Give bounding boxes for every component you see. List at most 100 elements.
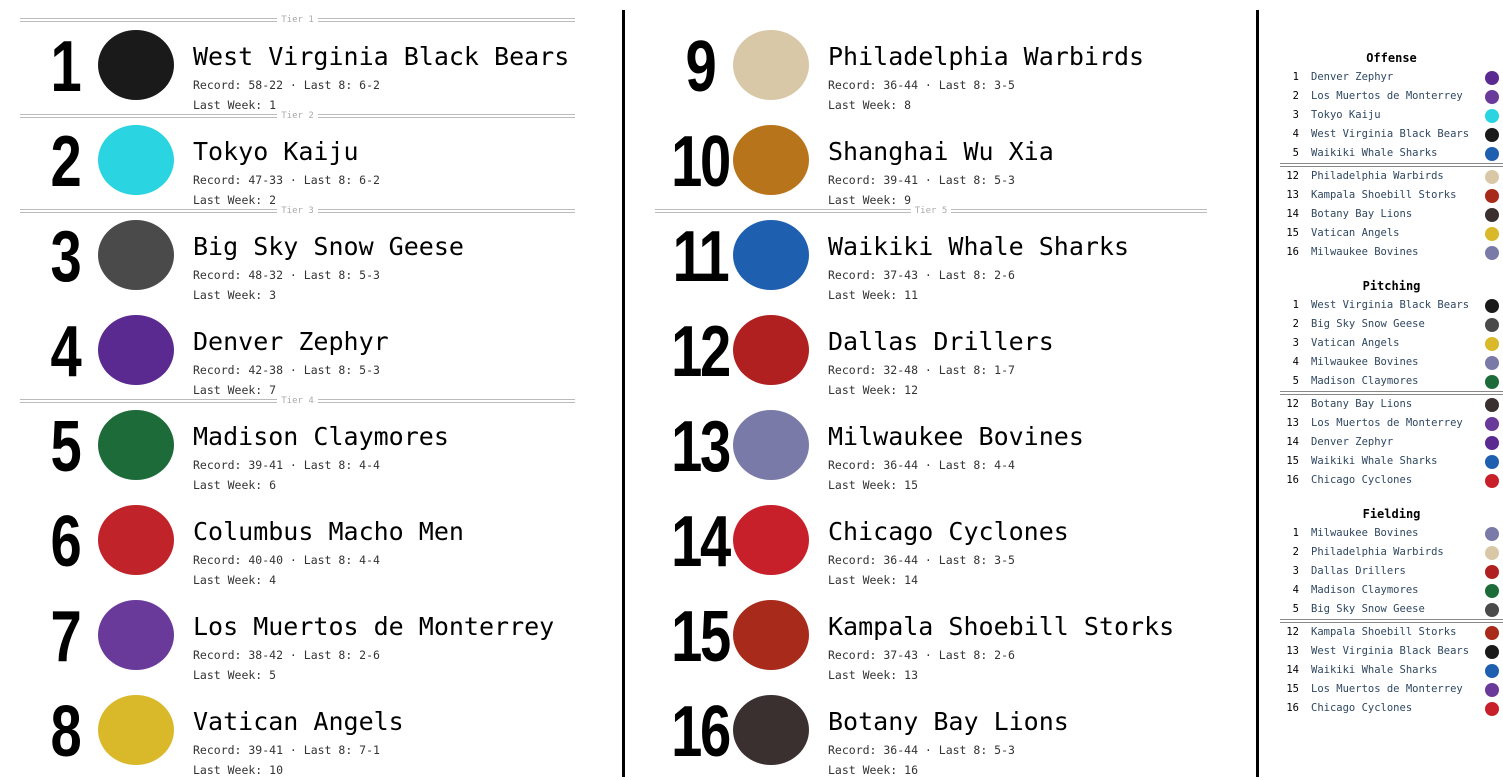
stat-section-offense: Offense 1 Denver Zephyr 2 Los Muertos de Mon… [1280, 48, 1503, 262]
stat-row: 13 Los Muertos de Monterrey [1280, 414, 1503, 433]
stat-team: Kampala Shoebill Storks [1311, 189, 1457, 201]
stat-team: Madison Claymores [1311, 584, 1419, 596]
stat-row: 5 Big Sky Snow Geese [1280, 600, 1503, 619]
team-name: Waikiki Whale Sharks [828, 232, 1130, 261]
stat-team: Milwaukee Bovines [1311, 356, 1419, 368]
team-logo [98, 410, 174, 480]
rank-number: 12 [671, 312, 731, 392]
stat-team: Los Muertos de Monterrey [1311, 90, 1463, 102]
last-week-rank: Last Week: 14 [828, 573, 919, 587]
team-record: Record: 47-33 · Last 8: 6-2 [193, 173, 380, 187]
ranking-row: 11 Waikiki Whale Sharks Record: 37-43 · La… [655, 210, 1207, 305]
stat-rank: 2 [1292, 90, 1299, 102]
stat-rank: 4 [1292, 356, 1299, 368]
team-name: Big Sky Snow Geese [193, 232, 464, 261]
rank-number: 10 [671, 122, 731, 202]
stat-rank: 1 [1292, 299, 1299, 311]
separator-line [951, 209, 1208, 213]
stat-team: Chicago Cyclones [1311, 702, 1413, 714]
stat-row: 2 Big Sky Snow Geese [1280, 315, 1503, 334]
team-record: Record: 42-38 · Last 8: 5-3 [193, 363, 380, 377]
stat-row: 14 Botany Bay Lions [1280, 205, 1503, 224]
stat-team: Milwaukee Bovines [1311, 246, 1419, 258]
tier-separator: Tier 4 [20, 396, 576, 406]
rank-number: 2 [50, 122, 82, 202]
column-divider [622, 10, 625, 777]
separator-line [317, 18, 576, 22]
team-logo-icon [1485, 318, 1499, 332]
team-record: Record: 36-44 · Last 8: 3-5 [828, 553, 1015, 567]
rank-number: 9 [685, 27, 717, 107]
stat-rank: 5 [1292, 375, 1299, 387]
team-name: Madison Claymores [193, 422, 449, 451]
stat-row: 3 Tokyo Kaiju [1280, 106, 1503, 125]
stat-team: Waikiki Whale Sharks [1311, 664, 1438, 676]
separator-line [20, 114, 278, 118]
stat-row: 15 Waikiki Whale Sharks [1280, 452, 1503, 471]
stat-row: 1 Milwaukee Bovines [1280, 524, 1503, 543]
ranking-row: 12 Dallas Drillers Record: 32-48 · Last 8:… [655, 305, 1207, 400]
stat-team: Los Muertos de Monterrey [1311, 683, 1463, 695]
team-name: Dallas Drillers [828, 327, 1054, 356]
ranking-row: 2 Tokyo Kaiju Record: 47-33 · Last 8: 6-2 L… [20, 115, 575, 210]
team-record: Record: 39-41 · Last 8: 7-1 [193, 743, 380, 757]
stat-row: 1 Denver Zephyr [1280, 68, 1503, 87]
stat-row: 16 Milwaukee Bovines [1280, 243, 1503, 262]
team-logo [733, 695, 809, 765]
team-record: Record: 38-42 · Last 8: 2-6 [193, 648, 380, 662]
stat-team: Botany Bay Lions [1311, 398, 1413, 410]
stat-rank: 13 [1286, 417, 1299, 429]
stat-row: 4 Milwaukee Bovines [1280, 353, 1503, 372]
stat-rank: 13 [1286, 645, 1299, 657]
team-logo [733, 30, 809, 100]
team-logo-icon [1485, 337, 1499, 351]
last-week-rank: Last Week: 16 [828, 763, 919, 777]
last-week-rank: Last Week: 5 [193, 668, 277, 682]
stat-rank: 2 [1292, 546, 1299, 558]
rank-number: 11 [672, 217, 730, 297]
tier-separator: Tier 3 [20, 206, 576, 216]
rank-number: 16 [671, 692, 731, 772]
team-name: Vatican Angels [193, 707, 404, 736]
rank-number: 4 [50, 312, 82, 392]
team-logo-icon [1485, 455, 1499, 469]
team-logo [98, 505, 174, 575]
stat-team: Vatican Angels [1311, 227, 1400, 239]
ranking-row: 4 Denver Zephyr Record: 42-38 · Last 8: 5-… [20, 305, 575, 400]
stat-team: Denver Zephyr [1311, 436, 1394, 448]
separator-line [317, 209, 576, 213]
separator-line [317, 114, 576, 118]
stat-row: 5 Madison Claymores [1280, 372, 1503, 391]
ranking-row: 14 Chicago Cyclones Record: 36-44 · Last 8… [655, 495, 1207, 590]
team-logo-icon [1485, 375, 1499, 389]
tier-label: Tier 2 [281, 111, 314, 121]
stat-rank: 16 [1286, 702, 1299, 714]
team-name: Milwaukee Bovines [828, 422, 1084, 451]
rank-number: 5 [50, 407, 82, 487]
team-name: Los Muertos de Monterrey [193, 612, 555, 641]
ranking-row: 7 Los Muertos de Monterrey Record: 38-42 ·… [20, 590, 575, 685]
rank-number: 6 [50, 502, 82, 582]
team-logo-icon [1485, 356, 1499, 370]
team-logo-icon [1485, 299, 1499, 313]
team-logo-icon [1485, 398, 1499, 412]
team-logo [733, 600, 809, 670]
rank-number: 8 [50, 692, 82, 772]
team-logo-icon [1485, 626, 1499, 640]
stat-section-fielding: Fielding 1 Milwaukee Bovines 2 Philadelphia … [1280, 504, 1503, 718]
team-logo-icon [1485, 683, 1499, 697]
stat-team: West Virginia Black Bears [1311, 645, 1470, 657]
team-logo-icon [1485, 645, 1499, 659]
section-divider [1280, 163, 1503, 167]
stat-row: 2 Philadelphia Warbirds [1280, 543, 1503, 562]
stat-rank: 14 [1286, 208, 1299, 220]
team-logo [733, 220, 809, 290]
stat-row: 4 Madison Claymores [1280, 581, 1503, 600]
stat-rank: 16 [1286, 474, 1299, 486]
tier-label: Tier 4 [281, 396, 314, 406]
stat-team: Dallas Drillers [1311, 565, 1406, 577]
last-week-rank: Last Week: 4 [193, 573, 277, 587]
column-divider [1256, 10, 1259, 777]
stat-rank: 15 [1286, 683, 1299, 695]
stat-row: 15 Los Muertos de Monterrey [1280, 680, 1503, 699]
